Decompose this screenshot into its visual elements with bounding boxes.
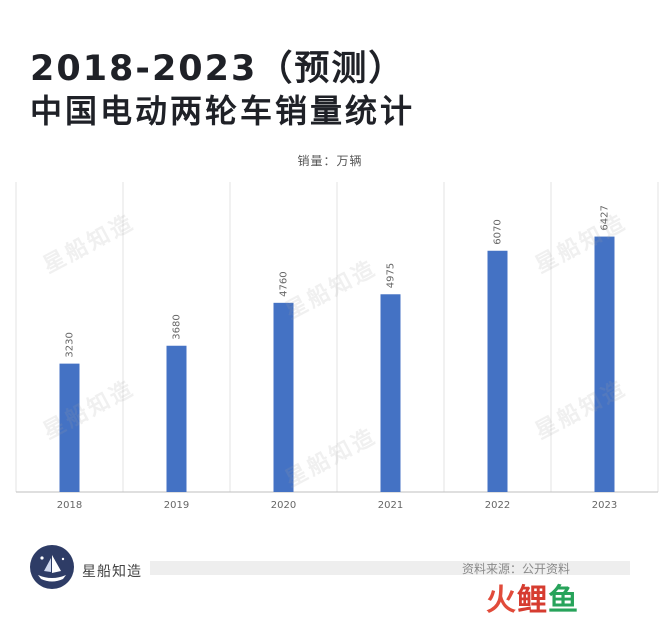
data-label: 3230 xyxy=(65,332,76,357)
x-tick-label: 2021 xyxy=(378,500,403,511)
data-label: 4975 xyxy=(386,263,397,288)
x-tick-label: 2023 xyxy=(592,500,617,511)
data-label: 6070 xyxy=(493,219,504,244)
x-tick-label: 2019 xyxy=(164,500,189,511)
ship-icon xyxy=(38,555,66,582)
x-tick-label: 2020 xyxy=(271,500,296,511)
data-label: 6427 xyxy=(600,205,611,230)
bar xyxy=(273,302,294,492)
corner-logo-part: 鲤 xyxy=(517,583,548,618)
data-label: 4760 xyxy=(279,271,290,296)
source-note: 资料来源：公开资料 xyxy=(462,562,571,576)
data-label: 3680 xyxy=(172,314,183,339)
x-tick-label: 2018 xyxy=(57,500,82,511)
corner-logo-part: 鱼 xyxy=(548,583,579,618)
corner-logo-part: 火 xyxy=(486,583,517,618)
chart-title-line1: 2018-2023（预测） xyxy=(30,49,406,89)
brand-logo-icon xyxy=(30,545,74,589)
footer-bar xyxy=(150,561,630,575)
footer: 星船知造 资料来源：公开资料 火鲤鱼 xyxy=(0,535,660,618)
brand-name: 星船知造 xyxy=(82,564,142,580)
bar xyxy=(487,250,508,492)
bar xyxy=(594,236,615,492)
bar xyxy=(59,363,80,492)
x-tick-label: 2022 xyxy=(485,500,510,511)
corner-logo: 火鲤鱼 xyxy=(486,575,579,619)
unit-label: 销量：万辆 xyxy=(297,154,363,168)
chart-title-line2: 中国电动两轮车销量统计 xyxy=(30,92,416,130)
bar-chart: 3230 2018 3680 2019 4760 2020 4975 2021 6070 2022… xyxy=(15,182,659,511)
bar xyxy=(166,345,187,492)
bar xyxy=(380,294,401,492)
